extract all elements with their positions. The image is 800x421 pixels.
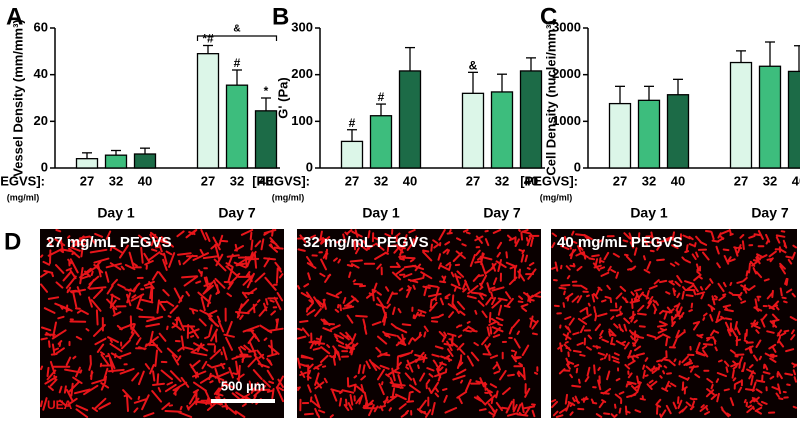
annotation: # <box>234 56 241 70</box>
bar <box>490 91 514 169</box>
x-tick-label: 27 <box>345 173 359 188</box>
x-tick-label: 40 <box>403 173 417 188</box>
panel-letter: B <box>272 3 289 30</box>
x-tick-label: 32 <box>763 173 777 188</box>
x-prefix: [PEGVS]: <box>252 173 310 188</box>
x-tick-label: 27 <box>613 173 627 188</box>
y-tick-label: 2000 <box>552 66 581 81</box>
bar <box>104 154 128 169</box>
image-label: 27 mg/mL PEGVS <box>46 234 172 251</box>
x-unit: (mg/ml) <box>540 192 573 202</box>
x-tick-label: 27 <box>734 173 748 188</box>
x-group-label: Day 7 <box>751 205 789 221</box>
x-tick-label: 32 <box>374 173 388 188</box>
y-tick-label: 200 <box>291 66 313 81</box>
y-tick-label: 0 <box>41 159 48 174</box>
x-group-label: Day 1 <box>97 205 135 221</box>
annotation: & <box>233 24 240 35</box>
bar <box>196 53 220 169</box>
bar <box>75 158 99 169</box>
x-group-label: Day 7 <box>218 205 256 221</box>
bar <box>666 94 690 169</box>
x-group-label: Day 1 <box>630 205 668 221</box>
bar <box>787 70 800 169</box>
y-tick-label: 100 <box>291 113 313 128</box>
y-axis-title: Vessel Density (mm/mm³) <box>10 19 25 177</box>
annotation: * <box>264 84 269 98</box>
y-tick-label: 300 <box>291 19 313 34</box>
panel-letter: A <box>6 3 23 30</box>
bar <box>133 153 157 169</box>
y-axis-title: Cell Density (nuclei/mm³) <box>543 20 558 175</box>
bar <box>225 84 249 169</box>
y-tick-label: 60 <box>34 19 48 34</box>
bar <box>461 92 485 169</box>
y-axis-title: G' (Pa) <box>275 77 290 118</box>
x-tick-label: 40 <box>259 173 273 188</box>
panel-letter: D <box>4 228 21 255</box>
y-tick-label: 20 <box>34 113 48 128</box>
x-group-label: Day 1 <box>362 205 400 221</box>
x-tick-label: 27 <box>80 173 94 188</box>
bar <box>369 115 393 169</box>
x-tick-label: 40 <box>792 173 800 188</box>
annotation: & <box>469 59 478 73</box>
vessel-texture <box>40 229 284 418</box>
y-tick-label: 40 <box>34 66 48 81</box>
vessel-texture <box>297 229 541 418</box>
x-tick-label: 32 <box>230 173 244 188</box>
x-tick-label: 40 <box>138 173 152 188</box>
bar <box>340 140 364 169</box>
x-tick-label: 32 <box>495 173 509 188</box>
annotation: # <box>378 90 385 104</box>
x-tick-label: 32 <box>109 173 123 188</box>
bar <box>254 110 278 169</box>
x-tick-label: 40 <box>524 173 538 188</box>
scale-bar-label: 500 µm <box>221 378 265 393</box>
x-tick-label: 27 <box>466 173 480 188</box>
panel-letter: C <box>540 3 557 30</box>
y-tick-label: 3000 <box>552 19 581 34</box>
x-tick-label: 40 <box>671 173 685 188</box>
x-tick-label: 32 <box>642 173 656 188</box>
bar <box>608 102 632 169</box>
x-tick-label: 27 <box>201 173 215 188</box>
y-tick-label: 0 <box>306 159 313 174</box>
y-tick-label: 0 <box>574 159 581 174</box>
annotation: *# <box>202 32 214 46</box>
bar <box>519 70 543 169</box>
stain-label: UEA <box>47 398 73 412</box>
significance-bracket <box>196 35 278 41</box>
x-unit: (mg/ml) <box>272 192 305 202</box>
bar <box>758 65 782 169</box>
x-prefix: [PEGVS]: <box>0 173 45 188</box>
y-tick-label: 1000 <box>552 113 581 128</box>
bar <box>637 99 661 169</box>
image-label: 32 mg/mL PEGVS <box>303 234 429 251</box>
bar <box>398 70 422 169</box>
image-label: 40 mg/mL PEGVS <box>557 234 683 251</box>
x-prefix: [PEGVS]: <box>520 173 578 188</box>
bar <box>729 61 753 169</box>
x-group-label: Day 7 <box>483 205 521 221</box>
annotation: # <box>349 116 356 130</box>
vessel-texture <box>551 229 797 418</box>
x-unit: (mg/ml) <box>7 192 40 202</box>
